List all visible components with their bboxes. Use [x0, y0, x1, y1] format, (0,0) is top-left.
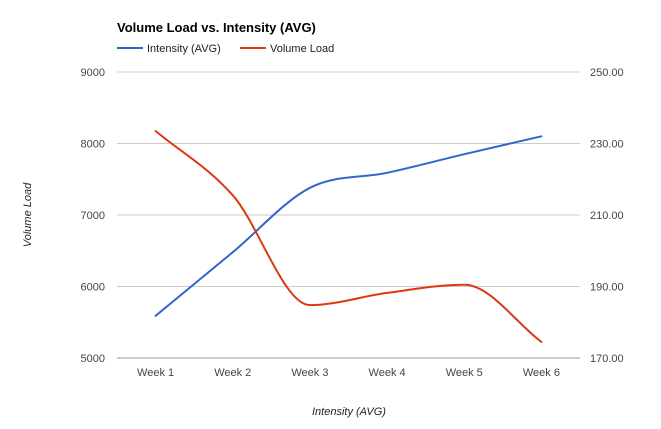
- legend-item-volume-load[interactable]: Volume Load: [240, 43, 334, 55]
- series-line-intensity: [154, 135, 543, 317]
- x-tick-label: Week 1: [137, 367, 174, 379]
- legend-label-intensity: Intensity (AVG): [147, 43, 221, 55]
- gridlines: [117, 71, 580, 359]
- y-axis-title: Volume Load: [22, 182, 34, 247]
- x-axis-ticks: Week 1 Week 2 Week 3 Week 4 Week 5 Week 6: [137, 367, 560, 379]
- legend: Intensity (AVG) Volume Load: [117, 43, 334, 55]
- x-axis-title: Intensity (AVG): [312, 406, 386, 418]
- left-tick-label: 9000: [81, 67, 105, 79]
- x-tick-label: Week 6: [523, 367, 560, 379]
- legend-label-volume-load: Volume Load: [270, 43, 334, 55]
- x-tick-label: Week 2: [214, 367, 251, 379]
- x-tick-label: Week 3: [291, 367, 328, 379]
- x-tick-label: Week 5: [446, 367, 483, 379]
- x-tick-label: Week 4: [369, 367, 406, 379]
- left-tick-label: 7000: [81, 210, 105, 222]
- chart-title: Volume Load vs. Intensity (AVG): [117, 20, 316, 35]
- series-line-volume-load: [154, 130, 543, 343]
- right-tick-label: 170.00: [590, 353, 624, 365]
- legend-item-intensity[interactable]: Intensity (AVG): [117, 43, 221, 55]
- left-tick-label: 6000: [81, 282, 105, 294]
- left-tick-label: 8000: [81, 139, 105, 151]
- right-tick-label: 230.00: [590, 139, 624, 151]
- left-axis-ticks: 5000 6000 7000 8000 9000: [81, 67, 105, 365]
- right-tick-label: 190.00: [590, 282, 624, 294]
- series-lines: [154, 130, 543, 343]
- right-tick-label: 250.00: [590, 67, 624, 79]
- right-tick-label: 210.00: [590, 210, 624, 222]
- right-axis-ticks: 170.00 190.00 210.00 230.00 250.00: [590, 67, 624, 365]
- left-tick-label: 5000: [81, 353, 105, 365]
